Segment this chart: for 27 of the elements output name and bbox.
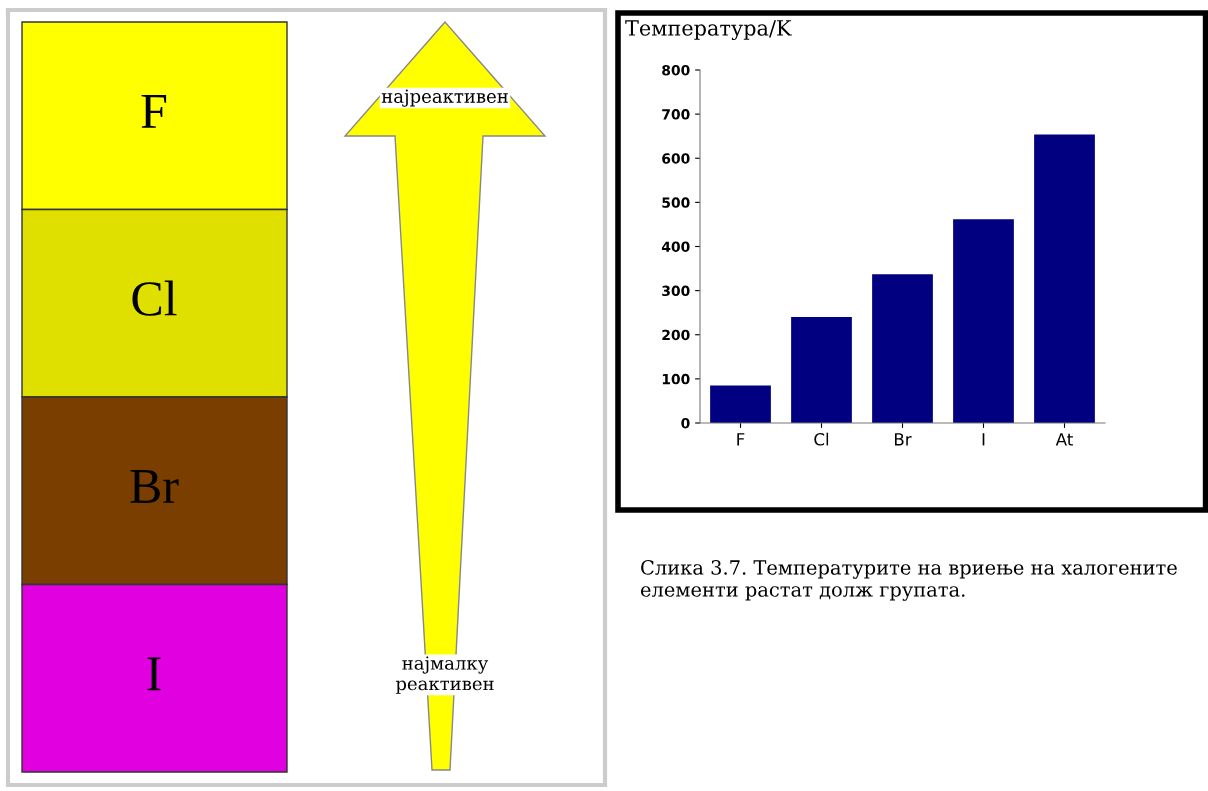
y-tick-label: 300 [662,285,690,297]
category-label: Br [130,470,179,503]
category-label: I [147,657,161,691]
y-tick-label: 400 [661,241,690,252]
x-tick-label: Cl [814,432,829,446]
category-label: Cl [132,280,177,316]
y-axis-title: Температура/K [625,20,792,41]
text: најмалку реактивен [395,656,494,694]
x-tick-label: F [737,433,745,446]
bar [872,274,933,423]
y-tick-label: 700 [662,109,690,120]
category-label: F [141,95,167,128]
y-tick-label: 0 [681,417,690,429]
y-tick-label: 600 [662,153,690,164]
bar [791,317,852,423]
bar [953,219,1014,423]
text: најреактивен [381,89,508,107]
x-tick-label: Br [894,433,912,446]
y-tick-label: 200 [662,329,690,341]
bar [1034,134,1095,423]
y-tick-label: 100 [662,373,690,385]
y-tick-label: 800 [662,64,690,76]
x-tick-label: At [1055,433,1073,446]
bar [710,385,771,423]
text: Слика 3.7. Температурите на вриење на халогените елементи растат долж групата. [640,560,1177,601]
x-tick-label: I [982,433,985,446]
y-tick-label: 500 [662,197,690,208]
